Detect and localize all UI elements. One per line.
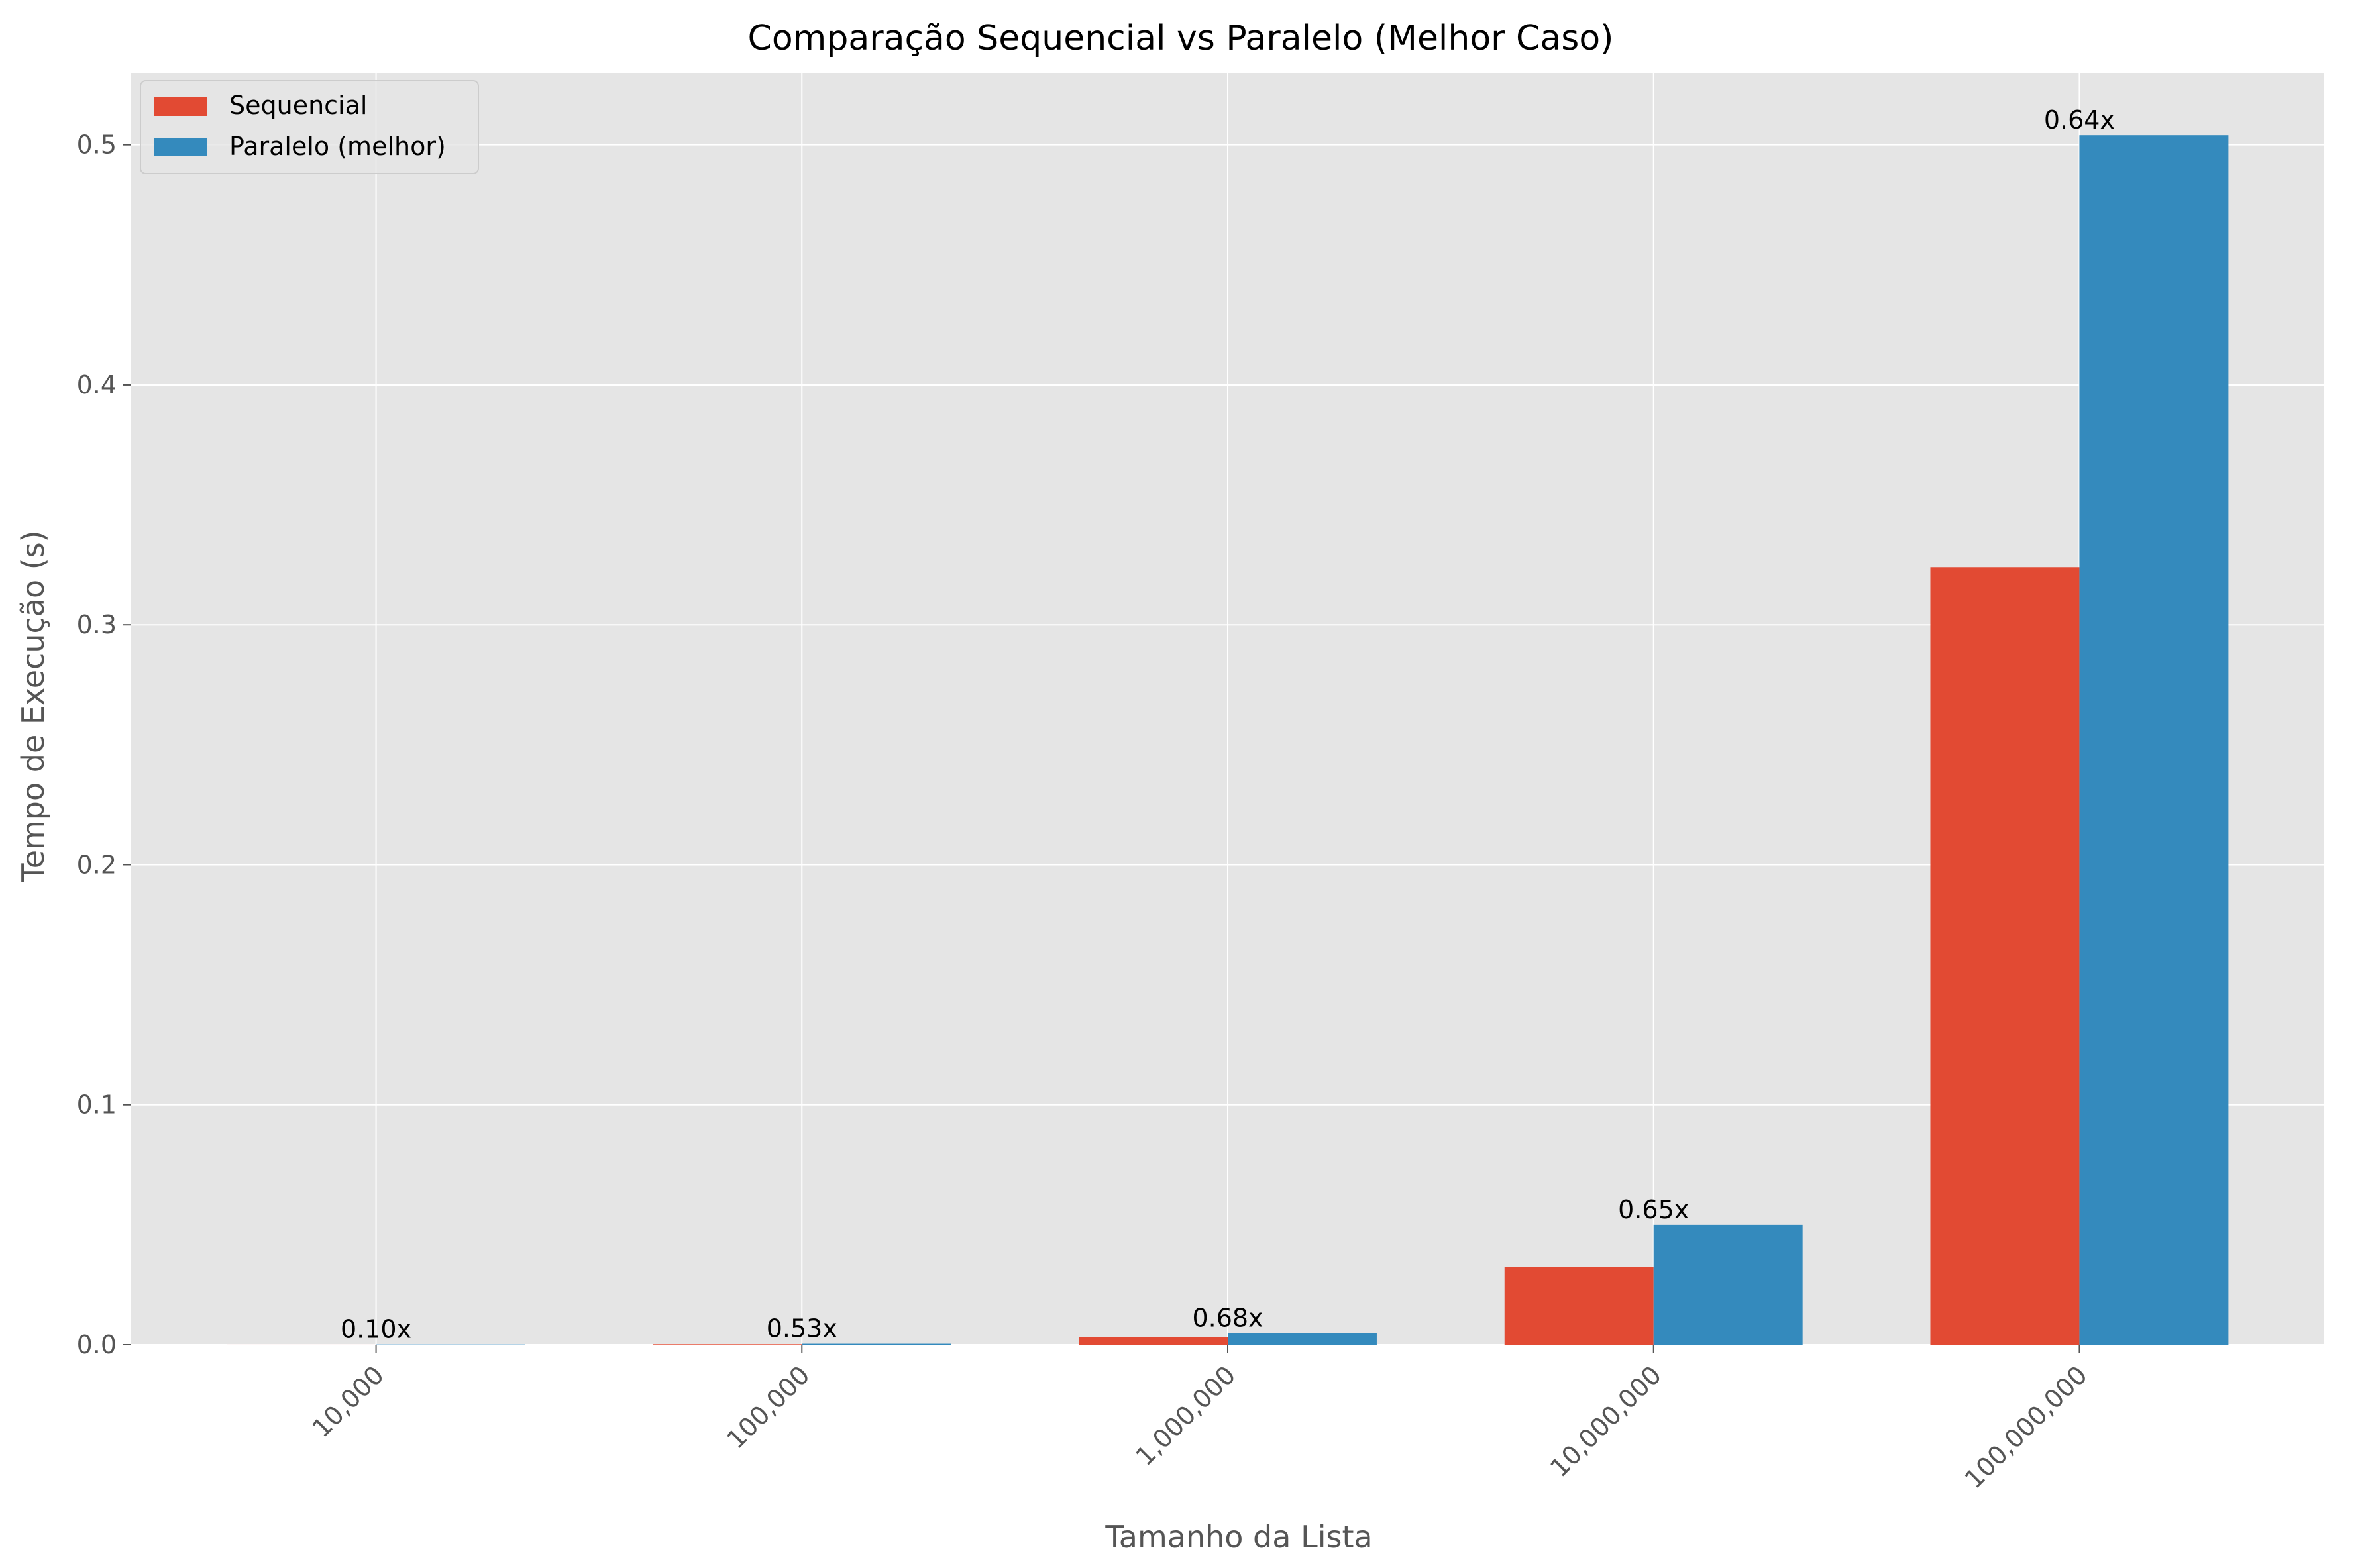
x-axis-label: Tamanho da Lista	[1104, 1519, 1372, 1555]
x-tick-label: 10,000	[307, 1360, 390, 1443]
legend-label-sequencial: Sequencial	[229, 91, 367, 120]
legend-swatch-sequencial	[154, 97, 207, 116]
y-axis-label: Tempo de Execução (s)	[15, 530, 51, 882]
bar-label: 0.53x	[767, 1314, 837, 1343]
legend-label-paralelo: Paralelo (melhor)	[229, 132, 446, 161]
bar-label: 0.64x	[2044, 105, 2115, 134]
x-axis-ticks: 10,000 100,000 1,000,000 10,000,000 100,000,…	[307, 1345, 2093, 1494]
bar	[1504, 1267, 1654, 1345]
bar	[1930, 567, 2080, 1345]
x-tick-label: 100,000,000	[1959, 1360, 2093, 1494]
bars	[227, 135, 2229, 1345]
bar-label: 0.65x	[1618, 1195, 1689, 1224]
bar	[2079, 135, 2229, 1345]
chart-title: Comparação Sequencial vs Paralelo (Melho…	[748, 19, 1614, 58]
bar	[1228, 1333, 1377, 1345]
bar-labels: 0.10x 0.53x 0.68x 0.65x 0.64x	[341, 105, 2115, 1343]
bar-label: 0.68x	[1192, 1304, 1263, 1333]
y-tick-label: 0.2	[77, 850, 117, 879]
bar	[653, 1344, 802, 1345]
bar	[802, 1343, 951, 1345]
bar-label: 0.10x	[341, 1315, 411, 1344]
bar	[1079, 1337, 1228, 1345]
x-tick-label: 1,000,000	[1130, 1360, 1241, 1471]
y-tick-label: 0.1	[77, 1090, 117, 1120]
y-tick-label: 0.0	[77, 1330, 117, 1359]
bar	[1653, 1224, 1803, 1345]
legend-box	[140, 80, 479, 174]
x-tick-label: 10,000,000	[1544, 1360, 1667, 1483]
y-tick-label: 0.4	[77, 370, 117, 399]
y-tick-label: 0.3	[77, 610, 117, 639]
x-tick-label: 100,000	[721, 1360, 815, 1454]
y-tick-label: 0.5	[77, 131, 117, 160]
y-axis-ticks: 0.0 0.1 0.2 0.3 0.4 0.5	[77, 131, 131, 1359]
legend: Sequencial Paralelo (melhor)	[140, 80, 479, 174]
legend-swatch-paralelo	[154, 138, 207, 156]
